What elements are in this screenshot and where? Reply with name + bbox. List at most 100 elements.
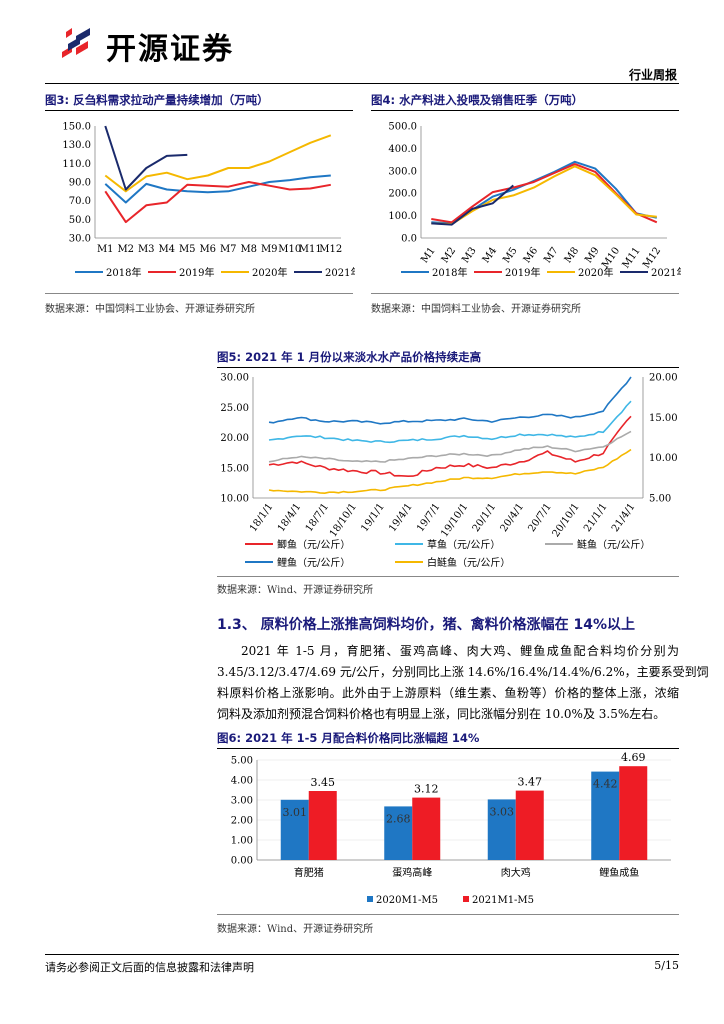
x-tick-label: M7	[220, 244, 237, 255]
legend-label: 草鱼（元/公斤）	[427, 538, 500, 551]
x-tick-label: 21/4/1	[610, 501, 637, 534]
x-tick-label: M2	[440, 245, 459, 265]
footer-rule	[45, 954, 679, 955]
legend-label: 2018年	[432, 266, 467, 279]
section-label: 行业周报	[628, 68, 677, 82]
left-y-tick-label: 15.00	[220, 463, 249, 474]
fig3-source: 数据来源：中国饲料工业协会、开源证券研究所	[45, 304, 255, 315]
bar-data-label: 3.01	[283, 806, 308, 819]
legend-label: 2020M1-M5	[376, 895, 438, 906]
legend-label: 2021M1-M5	[472, 895, 534, 906]
y-tick-label: 1.00	[231, 836, 253, 847]
bar-data-label: 4.42	[593, 778, 618, 791]
footer-disclaimer: 请务必参阅正文后面的信息披露和法律声明	[45, 961, 254, 974]
fig6-title-rule	[217, 748, 679, 749]
paragraph-line: 2021 年 1-5 月，育肥猪、蛋鸡高峰、肉大鸡、鲤鱼成鱼配合料均价分别为	[241, 644, 679, 658]
x-tick-label: M4	[481, 245, 500, 265]
y-tick-label: 130.0	[62, 140, 91, 151]
x-category-label: 蛋鸡高峰	[392, 866, 432, 879]
x-tick-label: 19/4/1	[387, 501, 414, 534]
series-line	[104, 181, 331, 224]
x-tick-label: 20/1/1	[471, 501, 498, 534]
series-line	[268, 400, 632, 444]
y-tick-label: 90.0	[69, 178, 91, 189]
y-tick-label: 50.0	[69, 215, 91, 226]
y-tick-label: 300.0	[388, 166, 417, 177]
left-y-tick-label: 20.00	[220, 433, 249, 444]
x-tick-label: 19/10/1	[439, 501, 470, 539]
y-tick-label: 5.00	[231, 756, 253, 767]
bar-data-label: 3.45	[311, 776, 336, 789]
section-paragraph: 2021 年 1-5 月，育肥猪、蛋鸡高峰、肉大鸡、鲤鱼成鱼配合料均价分别为 3…	[217, 641, 709, 725]
fig3-title-rule	[45, 110, 353, 111]
fig4-bottom-rule	[371, 293, 679, 294]
y-tick-label: 2.00	[231, 816, 253, 827]
x-tick-label: M10	[278, 244, 301, 255]
x-tick-label: 19/7/1	[415, 501, 442, 534]
x-tick-label: 19/1/1	[359, 501, 386, 534]
x-tick-label: M11	[621, 245, 643, 270]
legend-label: 白鲢鱼（元/公斤）	[427, 556, 510, 569]
x-tick-label: M10	[600, 245, 622, 270]
logo-mark-icon	[62, 28, 90, 58]
bar	[619, 766, 648, 860]
bar-data-label: 2.68	[386, 812, 411, 825]
x-tick-label: 18/1/1	[248, 501, 275, 534]
fig4-title-rule	[371, 110, 679, 111]
legend-label: 鲫鱼（元/公斤）	[277, 538, 350, 551]
fig3-chart: 30.0 50.0 70.0 90.0 110.0 130.0 150.0 M1 M2 M3 M4 M…	[62, 122, 355, 280]
y-tick-label: 500.0	[388, 122, 417, 133]
legend-swatch	[367, 896, 373, 902]
fig4-source: 数据来源：中国饲料工业协会、开源证券研究所	[371, 304, 581, 315]
right-y-tick-label: 15.00	[649, 413, 678, 424]
fig3-title: 图3: 反刍料需求拉动产量持续增加（万吨）	[45, 93, 269, 107]
x-tick-label: M11	[299, 244, 322, 255]
right-y-tick-label: 20.00	[649, 373, 678, 384]
paragraph-line: 料原料价格上涨影响。此外由于上游原料（维生素、鱼粉等）价格的整体上涨，浓缩	[217, 686, 679, 700]
x-category-label: 肉大鸡	[501, 866, 531, 879]
header-rule	[45, 83, 679, 84]
x-tick-label: M9	[261, 244, 278, 255]
fig5-title: 图5: 2021 年 1 月份以来淡水水产品价格持续走高	[217, 350, 482, 364]
x-tick-label: M2	[117, 244, 134, 255]
x-tick-label: M3	[138, 244, 155, 255]
x-tick-label: M5	[179, 244, 196, 255]
legend-label: 2019年	[505, 266, 540, 279]
fig5-title-rule	[217, 367, 679, 368]
legend-swatch	[463, 896, 469, 902]
x-category-label: 育肥猪	[294, 866, 324, 879]
bar	[412, 797, 441, 860]
x-tick-label: 18/10/1	[328, 501, 359, 539]
x-tick-label: 21/1/1	[582, 501, 609, 534]
x-tick-label: M4	[158, 244, 175, 255]
x-category-label: 鲤鱼成鱼	[599, 866, 639, 879]
fig6-chart: 0.00 1.00 2.00 3.00 4.00 5.00 育肥猪 3.01 3.45 蛋鸡高峰 2…	[231, 751, 671, 906]
x-tick-label: M9	[583, 245, 602, 265]
bar	[384, 806, 413, 860]
x-tick-label: M6	[522, 245, 541, 265]
y-tick-label: 110.0	[62, 159, 91, 170]
fig6-source: 数据来源：Wind、开源证券研究所	[217, 924, 374, 935]
y-tick-label: 150.0	[62, 122, 91, 133]
y-tick-label: 100.0	[388, 211, 417, 222]
x-tick-label: M8	[563, 245, 582, 265]
x-tick-label: 20/7/1	[526, 501, 553, 534]
fig6-bottom-rule	[217, 914, 679, 915]
fig3-bottom-rule	[45, 293, 353, 294]
x-tick-label: M7	[542, 245, 561, 265]
y-tick-label: 3.00	[231, 796, 253, 807]
legend-label: 2020年	[252, 266, 287, 279]
left-y-tick-label: 25.00	[220, 403, 249, 414]
section-heading: 1.3、 原料价格上涨推高饲料均价，猪、禽料价格涨幅在 14%以上	[217, 617, 636, 633]
fig5-source: 数据来源：Wind、开源证券研究所	[217, 585, 374, 596]
legend-label: 鲤鱼（元/公斤）	[277, 556, 350, 569]
x-tick-label: M1	[97, 244, 114, 255]
series-line	[431, 165, 657, 226]
fig4-chart: 0.0 100.0 200.0 300.0 400.0 500.0 M1 M2 M3 M4 M5 M6…	[388, 122, 681, 280]
y-tick-label: 0.00	[231, 856, 253, 867]
bar	[308, 791, 337, 860]
legend-label: 2018年	[106, 266, 141, 279]
x-tick-label: M12	[319, 244, 342, 255]
